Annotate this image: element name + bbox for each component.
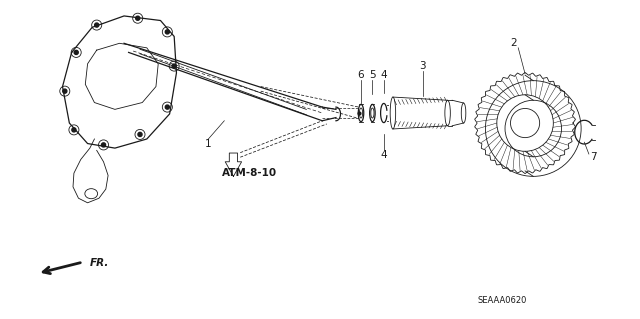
- Text: ATM-8-10: ATM-8-10: [222, 168, 277, 178]
- Circle shape: [72, 128, 76, 132]
- Text: 6: 6: [358, 70, 364, 80]
- Text: 4: 4: [381, 150, 387, 160]
- Text: 1: 1: [205, 138, 212, 149]
- Circle shape: [63, 89, 67, 93]
- Text: 3: 3: [419, 61, 426, 71]
- Circle shape: [172, 64, 176, 68]
- Circle shape: [74, 50, 78, 55]
- Text: 5: 5: [369, 70, 376, 80]
- Circle shape: [102, 143, 106, 147]
- Text: SEAAA0620: SEAAA0620: [477, 296, 527, 305]
- Circle shape: [165, 105, 170, 109]
- Circle shape: [165, 30, 170, 34]
- Circle shape: [138, 132, 142, 137]
- Circle shape: [95, 23, 99, 27]
- Text: 4: 4: [381, 70, 387, 80]
- Circle shape: [136, 16, 140, 20]
- Text: FR.: FR.: [90, 258, 109, 268]
- Text: 7: 7: [590, 152, 596, 162]
- Text: 2: 2: [510, 38, 517, 48]
